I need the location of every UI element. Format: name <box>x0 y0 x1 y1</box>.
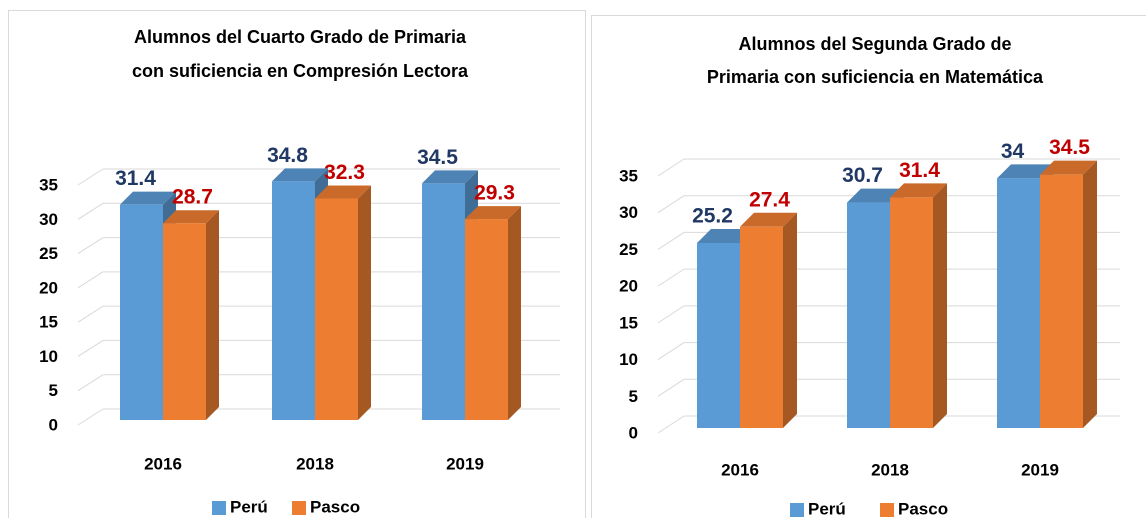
value-label: 31.4 <box>115 167 156 190</box>
bar-side <box>1083 160 1097 428</box>
y-tick-label: 0 <box>49 415 58 434</box>
bar-front <box>422 183 465 420</box>
value-label: 28.7 <box>172 186 213 209</box>
y-tick-label: 5 <box>629 387 638 406</box>
grid-line <box>657 415 685 434</box>
value-label: 30.7 <box>842 164 883 187</box>
y-tick-label: 5 <box>49 381 58 400</box>
y-tick-label: 0 <box>629 423 638 442</box>
legend-label: Perú <box>230 497 268 516</box>
value-label: 27.4 <box>749 188 790 211</box>
y-tick-label: 15 <box>619 313 638 332</box>
y-tick-label: 20 <box>39 278 58 297</box>
bar-front <box>697 242 740 428</box>
bar-top <box>697 228 754 243</box>
legend-swatch <box>880 503 894 517</box>
grid-line <box>77 305 104 323</box>
y-tick-label: 35 <box>619 166 638 185</box>
y-tick-label: 10 <box>619 350 638 369</box>
y-tick-label: 25 <box>619 240 638 259</box>
bar-top <box>890 183 947 198</box>
y-tick-label: 30 <box>39 210 58 229</box>
bar-front <box>740 226 783 428</box>
bar-side <box>358 185 371 420</box>
bar-side <box>508 206 521 420</box>
y-tick-label: 20 <box>619 277 638 296</box>
bar-top <box>315 185 371 199</box>
grid-line <box>77 237 104 254</box>
grid-line <box>657 378 685 397</box>
chart-title: Alumnos del Segunda Grado de <box>738 34 1011 54</box>
bar-front <box>272 181 315 420</box>
chart-title: Alumnos del Cuarto Grado de Primaria <box>134 27 467 47</box>
bar-front <box>890 197 933 428</box>
bar-top <box>997 164 1054 179</box>
legend-swatch <box>790 503 804 517</box>
legend-label: Pasco <box>310 497 360 516</box>
x-tick-label: 2016 <box>144 454 182 473</box>
bar-front <box>847 202 890 428</box>
bar-side <box>783 212 797 428</box>
grid-line <box>657 305 685 324</box>
y-tick-label: 10 <box>39 347 58 366</box>
bar-top <box>163 210 219 224</box>
bar-side <box>206 210 219 420</box>
value-label: 34 <box>1001 140 1025 163</box>
x-tick-label: 2018 <box>296 454 334 473</box>
chart-border <box>8 10 586 518</box>
grid-line <box>657 232 685 250</box>
grid-line <box>657 268 685 287</box>
bar-front <box>465 219 508 420</box>
bar-front <box>997 178 1040 428</box>
grid-line <box>77 340 104 357</box>
value-label: 25.2 <box>692 205 733 228</box>
bar-top <box>465 206 521 220</box>
value-label: 31.4 <box>899 159 940 182</box>
legend-label: Perú <box>808 499 846 518</box>
grid-line <box>77 374 104 392</box>
value-label: 32.3 <box>324 161 365 184</box>
bar-front <box>163 223 206 420</box>
grid-line <box>77 202 104 220</box>
bar-top <box>120 191 176 205</box>
y-tick-label: 25 <box>39 244 58 263</box>
legend-label: Pasco <box>898 499 948 518</box>
x-tick-label: 2016 <box>721 460 759 479</box>
x-tick-label: 2018 <box>871 460 909 479</box>
value-label: 34.5 <box>1049 136 1090 159</box>
chart-border <box>591 15 1146 518</box>
value-label: 29.3 <box>474 182 515 205</box>
bar-side <box>933 183 947 428</box>
grid-line <box>657 195 685 214</box>
x-tick-label: 2019 <box>1021 460 1059 479</box>
grid-line <box>77 271 104 289</box>
y-tick-label: 15 <box>39 313 58 332</box>
bar-top <box>272 168 328 182</box>
y-tick-label: 35 <box>39 175 58 194</box>
grid-line <box>657 158 685 177</box>
value-label: 34.5 <box>417 146 458 169</box>
bar-top <box>422 170 478 184</box>
legend-swatch <box>292 501 306 515</box>
bar-front <box>315 198 358 420</box>
grid-line <box>657 342 685 360</box>
grid-line <box>77 168 104 186</box>
x-tick-label: 2019 <box>446 454 484 473</box>
value-label: 34.8 <box>267 144 308 167</box>
bar-top <box>847 188 904 203</box>
legend-swatch <box>212 501 226 515</box>
chart-title: con suficiencia en Compresión Lectora <box>132 61 469 81</box>
bar-top <box>1040 160 1097 175</box>
chart-title: Primaria con suficiencia en Matemática <box>707 67 1044 87</box>
bar-front <box>120 204 163 420</box>
grid-line <box>77 408 104 426</box>
y-tick-label: 30 <box>619 203 638 222</box>
bar-front <box>1040 174 1083 428</box>
bar-top <box>740 212 797 227</box>
